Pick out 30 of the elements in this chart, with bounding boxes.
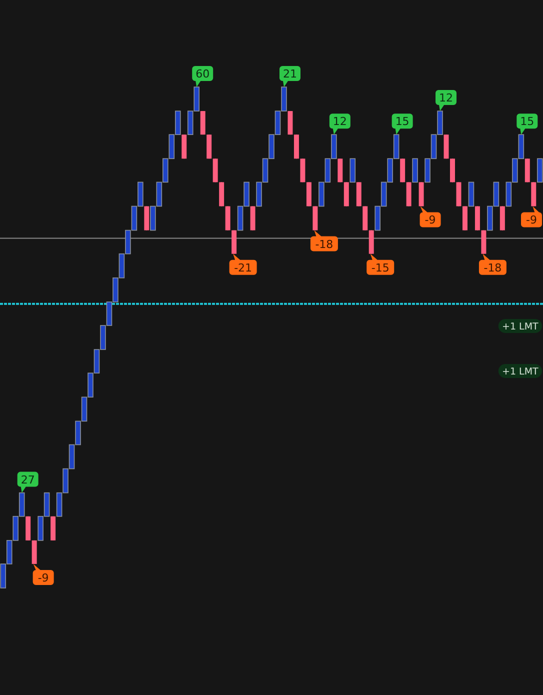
candlestick	[412, 158, 418, 183]
candlestick	[300, 158, 306, 183]
annotation: -9	[526, 214, 537, 227]
candlestick	[368, 230, 374, 254]
candlestick	[536, 158, 543, 183]
annotation: -9	[424, 214, 436, 227]
annotation: 15	[520, 115, 534, 128]
annotation: 15	[395, 115, 410, 128]
candlestick	[481, 230, 486, 254]
annotation: +1 LMT	[502, 322, 539, 332]
candlestick	[338, 158, 343, 183]
annotation: +1 LMT	[502, 366, 539, 378]
candlestick	[232, 230, 237, 254]
text: 21	[282, 68, 297, 80]
candlestick	[350, 158, 356, 183]
annotation: -18	[484, 261, 502, 274]
text: 60	[196, 68, 210, 80]
annotation: 12	[332, 115, 347, 128]
annotation: -18	[315, 238, 334, 251]
annotation: 27	[20, 473, 35, 486]
annotation: 12	[439, 92, 454, 105]
candlestick	[400, 158, 406, 183]
candlestick	[288, 110, 293, 136]
candlestick	[524, 158, 530, 183]
annotation: -21	[234, 261, 252, 274]
candlestick	[200, 110, 206, 136]
annotation: -15	[371, 261, 390, 274]
candlestick	[32, 540, 37, 564]
annotation: -9	[38, 571, 49, 584]
candlestick	[212, 158, 218, 183]
